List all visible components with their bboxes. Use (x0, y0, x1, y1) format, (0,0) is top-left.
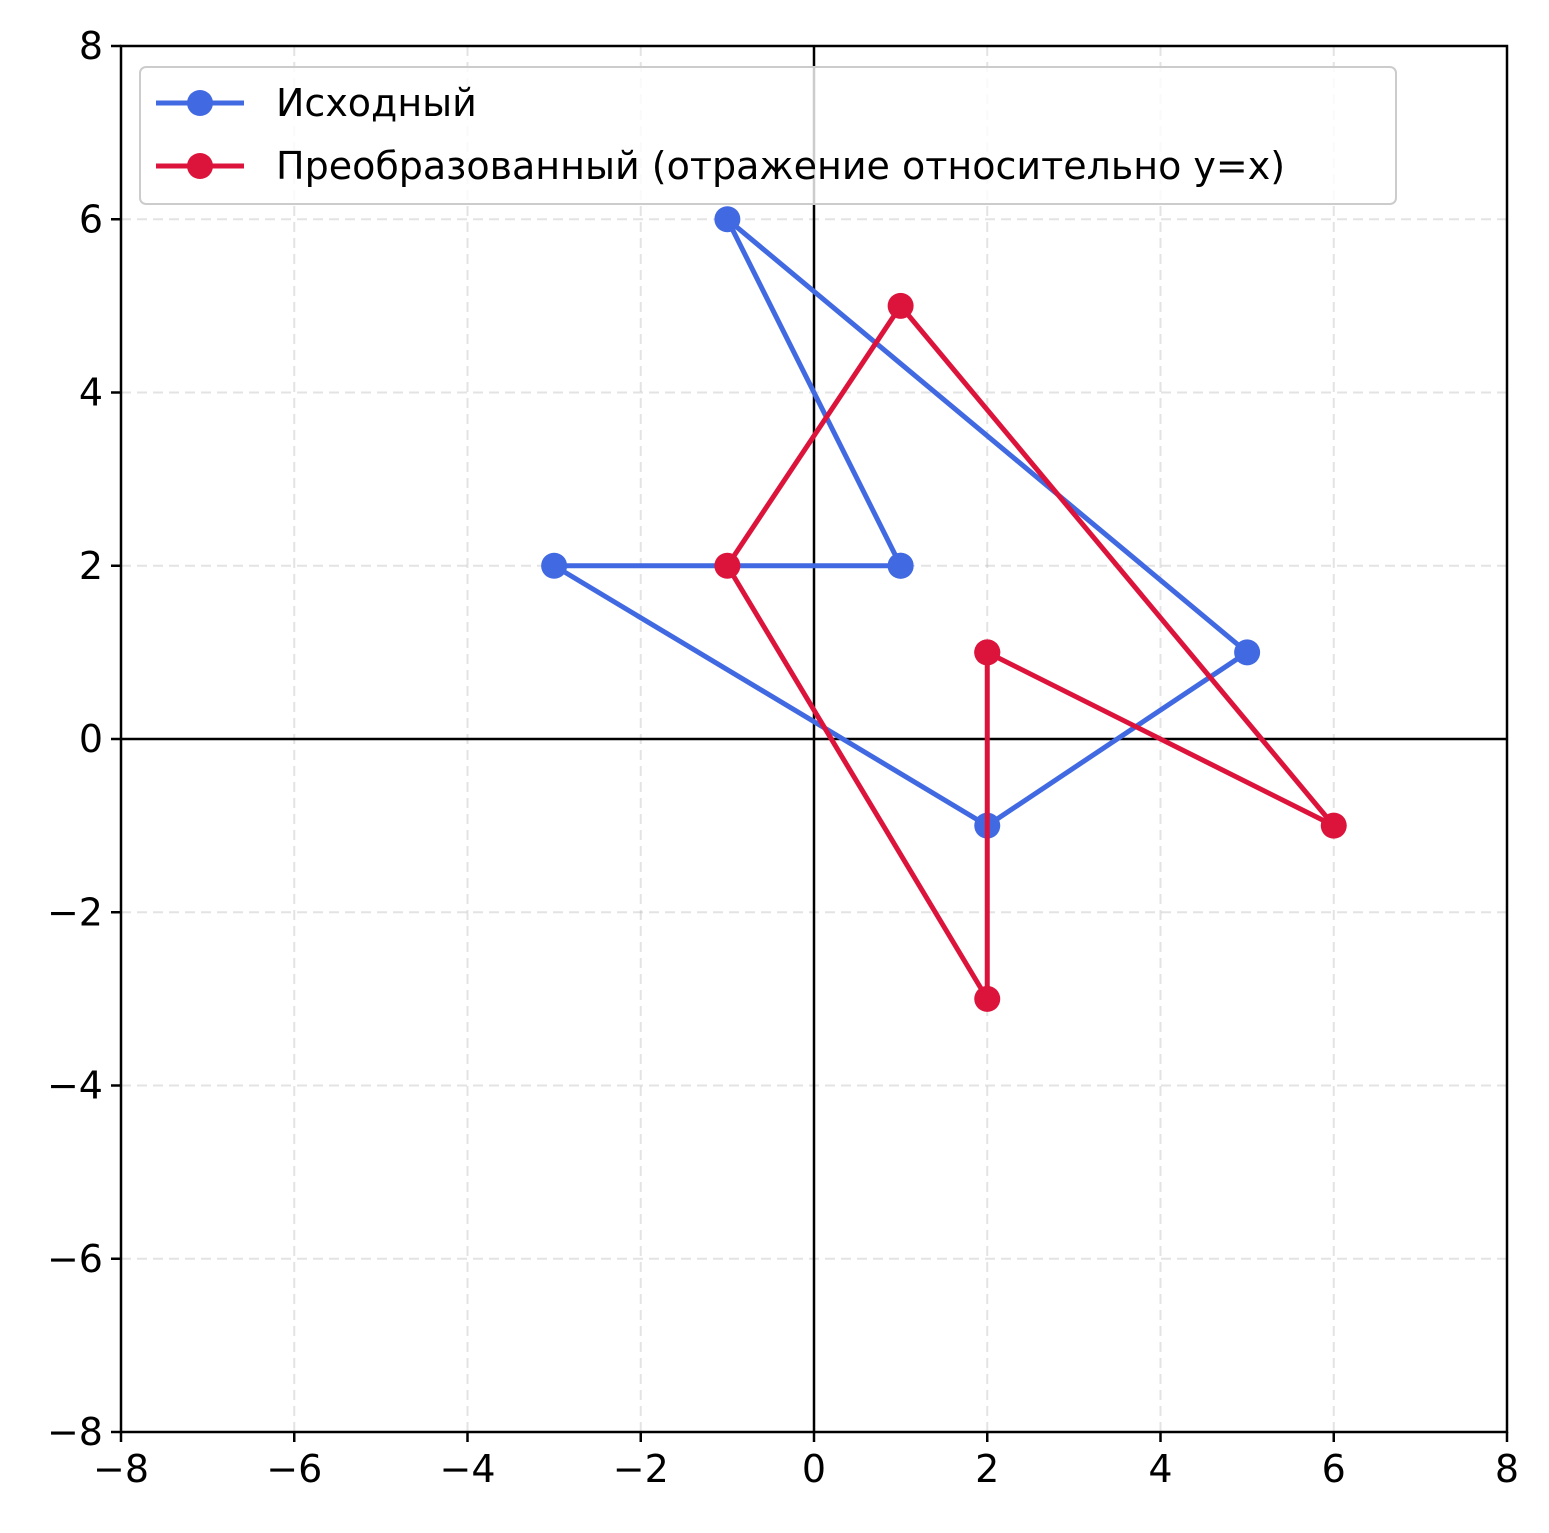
y-tick-label: 2 (79, 544, 103, 588)
x-tick-label: 8 (1495, 1447, 1519, 1491)
data-point (974, 639, 1001, 666)
zero-axis-lines (121, 46, 1507, 1432)
data-point (714, 552, 741, 579)
y-tick-label: −8 (47, 1410, 103, 1454)
series-line (724, 303, 1337, 1002)
data-point (974, 985, 1001, 1012)
y-tick-label: 4 (79, 371, 103, 415)
series-layer (541, 206, 1347, 1012)
y-tick-label: −2 (47, 890, 103, 934)
x-tick-label: 0 (802, 1447, 826, 1491)
legend-entry-transformed: Преобразованный (отражение относительно … (156, 144, 1285, 188)
x-tick-label: 6 (1322, 1447, 1346, 1491)
legend-marker-transformed (187, 153, 213, 179)
legend-box (139, 66, 1397, 205)
data-point (714, 206, 741, 233)
series-1 (714, 292, 1347, 1012)
y-tick-label: −4 (47, 1064, 103, 1108)
series-line (551, 216, 1250, 829)
legend-label-transformed: Преобразованный (отражение относительно … (276, 144, 1285, 188)
legend-entry-original: Исходный (156, 81, 477, 125)
y-tick-label: 0 (79, 717, 103, 761)
data-point (541, 552, 568, 579)
x-tick-label: 2 (975, 1447, 999, 1491)
x-tick-label: −6 (266, 1447, 322, 1491)
y-tick-label: 8 (79, 24, 103, 68)
x-tick-label: 4 (1148, 1447, 1172, 1491)
data-point (887, 552, 914, 579)
x-tick-label: −8 (93, 1447, 149, 1491)
x-tick-label: −4 (439, 1447, 495, 1491)
x-tick-label: −2 (613, 1447, 669, 1491)
legend: Исходный Преобразованный (отражение отно… (139, 66, 1397, 205)
data-point (887, 292, 914, 319)
y-tick-label: 6 (79, 197, 103, 241)
legend-label-original: Исходный (276, 81, 477, 125)
ticks-layer: −8 −6 −4 −2 0 2 4 6 8 −8 −6 −4 −2 0 2 4 6 8 (47, 24, 1519, 1491)
data-point (1234, 639, 1261, 666)
data-point (1320, 812, 1347, 839)
legend-marker-original (187, 90, 213, 116)
y-tick-label: −6 (47, 1237, 103, 1281)
